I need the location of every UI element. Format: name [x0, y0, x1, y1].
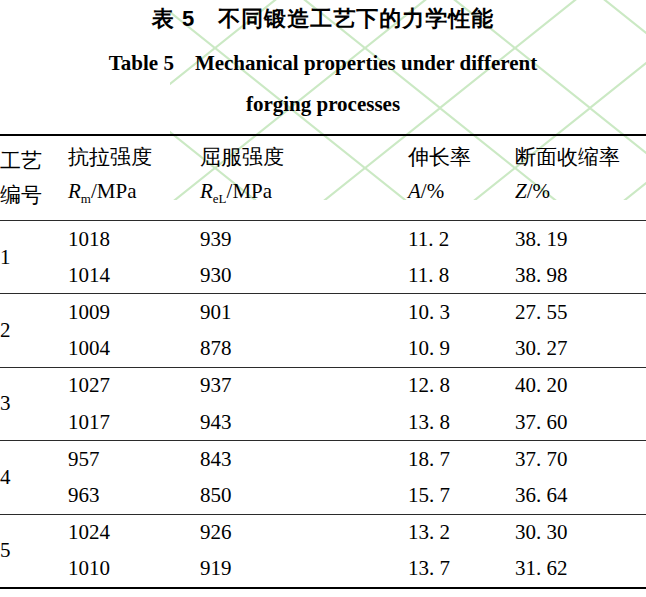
- header-tensile-symbol: Rm/MPa: [68, 174, 200, 216]
- header-tensile-label-zh: 抗拉强度: [68, 140, 200, 174]
- cell-a: 15. 7: [408, 477, 515, 514]
- cell-rel: 878: [200, 331, 408, 368]
- cell-rm: 1009: [68, 294, 200, 331]
- process-number: 1: [0, 221, 68, 294]
- header-process-label-zh2: 编号: [0, 178, 68, 212]
- cell-rel: 943: [200, 404, 408, 441]
- cell-a: 10. 9: [408, 331, 515, 368]
- cell-rm: 1004: [68, 331, 200, 368]
- header-process-no: 工艺 编号: [0, 135, 68, 221]
- cell-z: 40. 20: [515, 367, 646, 404]
- cell-a: 10. 3: [408, 294, 515, 331]
- cell-a: 11. 8: [408, 257, 515, 294]
- cell-rel: 919: [200, 551, 408, 588]
- process-number: 4: [0, 441, 68, 514]
- cell-rm: 1027: [68, 367, 200, 404]
- header-yield-label-zh: 屈服强度: [200, 140, 408, 174]
- cell-a: 13. 8: [408, 404, 515, 441]
- symbol-z: Z: [515, 179, 527, 203]
- table-row: 3 1027 937 12. 8 40. 20: [0, 367, 646, 404]
- cell-rm: 1018: [68, 221, 200, 258]
- header-process-label-zh: 工艺: [0, 144, 68, 178]
- cell-rel: 843: [200, 441, 408, 478]
- table-row: 1010 919 13. 7 31. 62: [0, 551, 646, 588]
- cell-rel: 939: [200, 221, 408, 258]
- header-reduction-symbol: Z/%: [515, 174, 646, 216]
- cell-a: 13. 7: [408, 551, 515, 588]
- cell-z: 31. 62: [515, 551, 646, 588]
- symbol-rm-sub: m: [81, 191, 91, 206]
- cell-rel: 930: [200, 257, 408, 294]
- cell-z: 30. 27: [515, 331, 646, 368]
- cell-rm: 1014: [68, 257, 200, 294]
- symbol-a: A: [408, 179, 421, 203]
- header-elongation: 伸长率 A/%: [408, 135, 515, 221]
- header-elongation-label-zh: 伸长率: [408, 140, 515, 174]
- cell-a: 18. 7: [408, 441, 515, 478]
- table-row: 1017 943 13. 8 37. 60: [0, 404, 646, 441]
- symbol-a-unit: /%: [421, 179, 444, 203]
- cell-rm: 963: [68, 477, 200, 514]
- table-row: 2 1009 901 10. 3 27. 55: [0, 294, 646, 331]
- table-row: 963 850 15. 7 36. 64: [0, 477, 646, 514]
- cell-z: 38. 98: [515, 257, 646, 294]
- symbol-rm: R: [68, 179, 81, 203]
- symbol-rm-unit: /MPa: [91, 179, 137, 203]
- header-elongation-symbol: A/%: [408, 174, 515, 216]
- table-row: 1004 878 10. 9 30. 27: [0, 331, 646, 368]
- cell-rm: 1017: [68, 404, 200, 441]
- cell-a: 13. 2: [408, 514, 515, 551]
- cell-a: 11. 2: [408, 221, 515, 258]
- header-reduction-label-zh: 断面收缩率: [515, 140, 646, 174]
- cell-a: 12. 8: [408, 367, 515, 404]
- symbol-z-unit: /%: [527, 179, 550, 203]
- table-row: 4 957 843 18. 7 37. 70: [0, 441, 646, 478]
- table-title-en-line2: forging processes: [0, 92, 646, 117]
- cell-rm: 957: [68, 441, 200, 478]
- header-row: 工艺 编号 抗拉强度 Rm/MPa 屈服强度 ReL/MPa 伸长率 A/%: [0, 135, 646, 221]
- table-row: 1 1018 939 11. 2 38. 19: [0, 221, 646, 258]
- cell-rel: 937: [200, 367, 408, 404]
- cell-rel: 926: [200, 514, 408, 551]
- process-number: 2: [0, 294, 68, 367]
- paper-page: 表 5 不同锻造工艺下的力学性能 Table 5 Mechanical prop…: [0, 0, 646, 597]
- header-tensile-strength: 抗拉强度 Rm/MPa: [68, 135, 200, 221]
- symbol-rel-unit: /MPa: [227, 179, 273, 203]
- cell-z: 37. 60: [515, 404, 646, 441]
- mechanical-properties-table: 工艺 编号 抗拉强度 Rm/MPa 屈服强度 ReL/MPa 伸长率 A/%: [0, 134, 646, 589]
- process-number: 5: [0, 514, 68, 588]
- cell-z: 37. 70: [515, 441, 646, 478]
- symbol-rel: R: [200, 179, 213, 203]
- table-title-zh: 表 5 不同锻造工艺下的力学性能: [0, 4, 646, 34]
- header-reduction-of-area: 断面收缩率 Z/%: [515, 135, 646, 221]
- table-row: 5 1024 926 13. 2 30. 30: [0, 514, 646, 551]
- cell-rel: 901: [200, 294, 408, 331]
- table-title-en-line1: Table 5 Mechanical properties under diff…: [0, 49, 646, 77]
- cell-z: 30. 30: [515, 514, 646, 551]
- symbol-rel-sub: eL: [213, 191, 227, 206]
- cell-z: 38. 19: [515, 221, 646, 258]
- header-yield-symbol: ReL/MPa: [200, 174, 408, 216]
- cell-z: 27. 55: [515, 294, 646, 331]
- table-row: 1014 930 11. 8 38. 98: [0, 257, 646, 294]
- cell-z: 36. 64: [515, 477, 646, 514]
- cell-rm: 1010: [68, 551, 200, 588]
- process-number: 3: [0, 367, 68, 440]
- cell-rel: 850: [200, 477, 408, 514]
- header-yield-strength: 屈服强度 ReL/MPa: [200, 135, 408, 221]
- cell-rm: 1024: [68, 514, 200, 551]
